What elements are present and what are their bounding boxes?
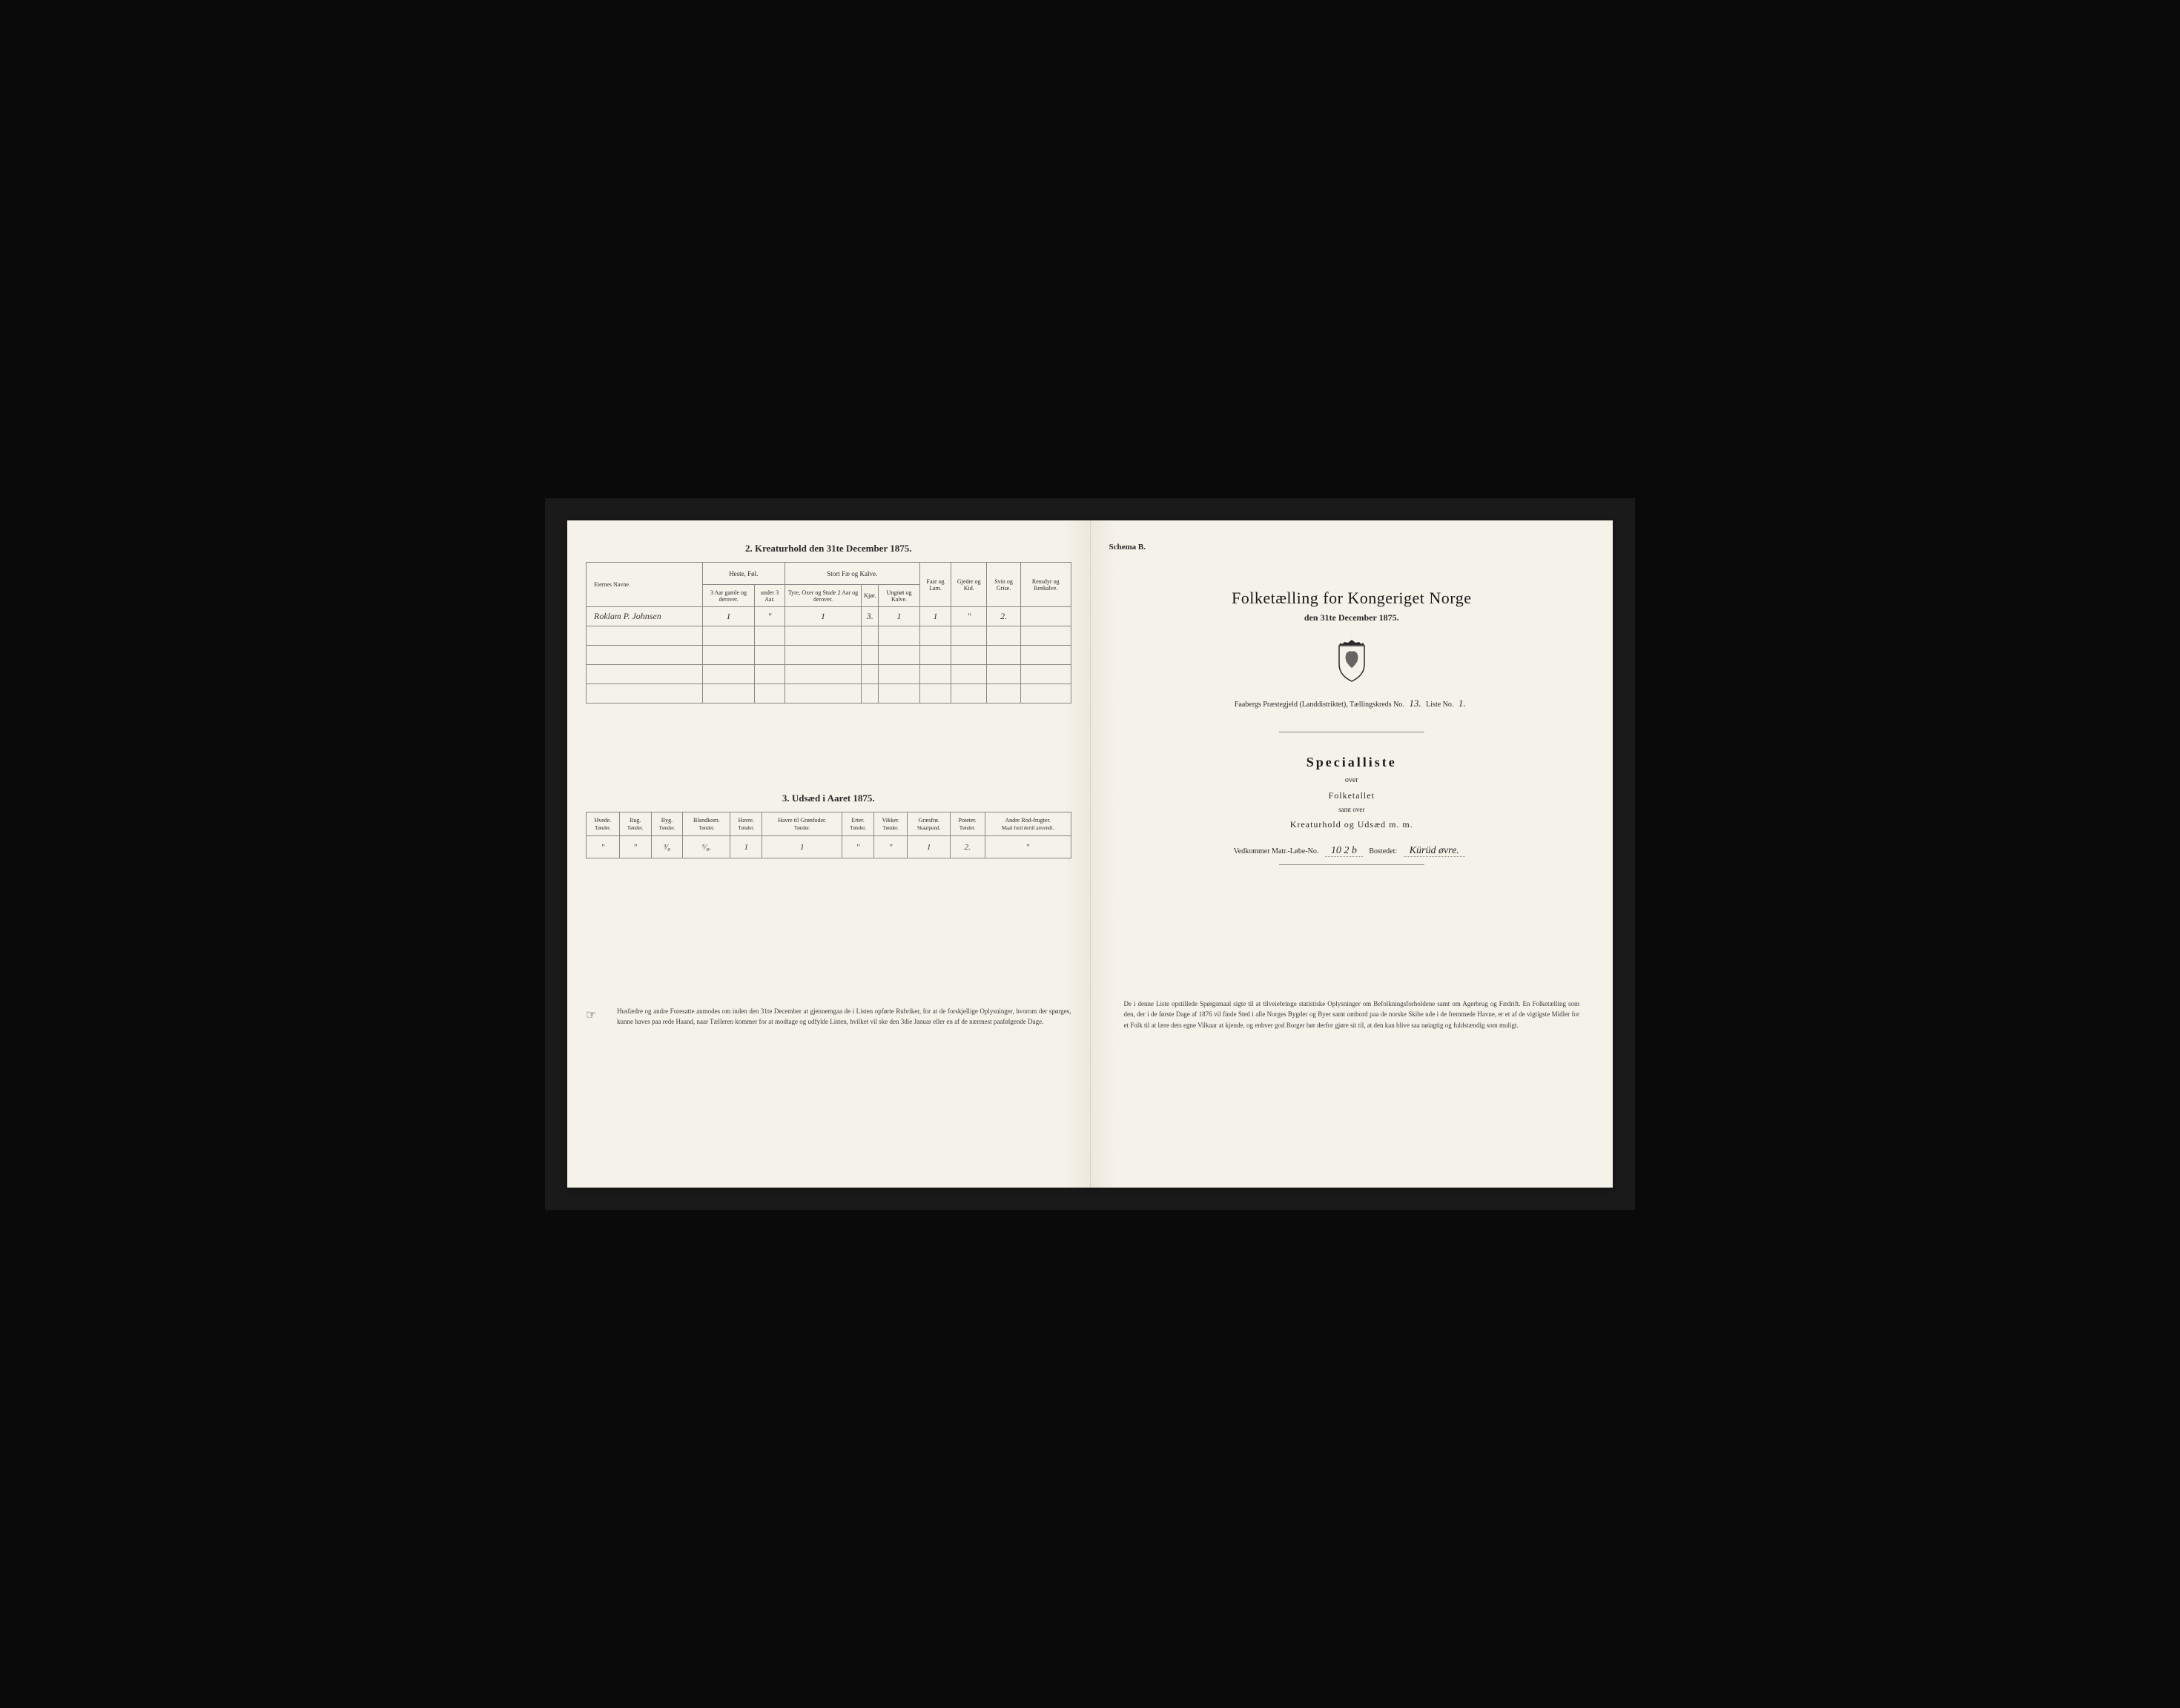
cell-svin: 2. xyxy=(987,607,1021,626)
cell-havre: 1 xyxy=(730,836,762,858)
th-vikker: Vikker.Tønder. xyxy=(874,812,908,836)
udsaed-row-1: " " ³⁄₈ ⁵⁄₈. 1 1 " " 1 2. " xyxy=(587,836,1071,858)
cell-fae-c: 1 xyxy=(879,607,919,626)
district-line: Faabergs Præstegjeld (Landdistriktet), T… xyxy=(1109,698,1595,709)
cell-heste-a: 1 xyxy=(702,607,754,626)
coat-of-arms-icon xyxy=(1109,638,1595,683)
vedkommer-val1: 10 2 b xyxy=(1325,845,1363,857)
th-faar: Faar og Lam. xyxy=(919,563,951,607)
left-footnote: ☞ Husfædre og andre Foresatte anmodes om… xyxy=(586,1007,1071,1027)
liste-no: 1. xyxy=(1459,698,1466,709)
right-footnote: De i denne Liste opstillede Spørgsmaal s… xyxy=(1109,999,1595,1030)
th-gjeder: Gjeder og Kid. xyxy=(951,563,987,607)
cell-havre-gron: 1 xyxy=(762,836,842,858)
cell-fae-a: 1 xyxy=(785,607,861,626)
document-spread: 2. Kreaturhold den 31te December 1875. E… xyxy=(567,520,1613,1188)
kreatur-table: Eiernes Navne. Heste, Føl. Stort Fæ og K… xyxy=(586,562,1071,704)
th-havre: Havre.Tønder. xyxy=(730,812,762,836)
th-poteter: Poteter.Tønder. xyxy=(950,812,985,836)
th-heste-group: Heste, Føl. xyxy=(702,563,785,585)
cell-fae-b: 3. xyxy=(862,607,879,626)
udsaed-table: Hvede.Tønder. Rug.Tønder. Byg.Tønder. Bl… xyxy=(586,812,1071,858)
th-hvede: Hvede.Tønder. xyxy=(587,812,620,836)
main-title: Folketælling for Kongeriget Norge xyxy=(1109,589,1595,608)
cell-hvede: " xyxy=(587,836,620,858)
th-heste-b: under 3 Aar. xyxy=(755,585,785,607)
th-byg: Byg.Tønder. xyxy=(651,812,683,836)
cell-vikker: " xyxy=(874,836,908,858)
kreatur-empty-row xyxy=(587,646,1071,665)
th-blandkorn: Blandkorn.Tønder. xyxy=(683,812,730,836)
th-fae-group: Stort Fæ og Kalve. xyxy=(785,563,919,585)
th-eier: Eiernes Navne. xyxy=(587,563,703,607)
th-svin: Svin og Grise. xyxy=(987,563,1021,607)
cell-blandkorn: ⁵⁄₈. xyxy=(683,836,730,858)
th-havre-gron: Havre til Grønfoder.Tønder. xyxy=(762,812,842,836)
th-fae-a: Tyre, Oxer og Stude 2 Aar og derover. xyxy=(785,585,861,607)
main-subtitle: den 31te December 1875. xyxy=(1109,612,1595,623)
section3-title: 3. Udsæd i Aaret 1875. xyxy=(586,792,1071,804)
kreatur-empty-row xyxy=(587,665,1071,684)
vedkommer-label2: Bostedet: xyxy=(1369,847,1397,855)
page-left: 2. Kreaturhold den 31te December 1875. E… xyxy=(567,520,1091,1188)
cell-gjeder: " xyxy=(951,607,987,626)
liste-label: Liste No. xyxy=(1426,701,1453,709)
kreatur-empty-row xyxy=(587,626,1071,646)
special-samt: samt over xyxy=(1109,806,1595,813)
cell-rug: " xyxy=(619,836,651,858)
divider xyxy=(1279,864,1424,865)
th-andre: Andre Rod-frugter.Maal Jord dertil anven… xyxy=(985,812,1071,836)
cell-rensdyr xyxy=(1020,607,1071,626)
special-folketallet: Folketallet xyxy=(1109,790,1595,801)
th-graesfro: Græsfrø.Skaalpund. xyxy=(908,812,950,836)
th-rensdyr: Rensdyr og Renkalve. xyxy=(1020,563,1071,607)
th-heste-a: 3 Aar gamle og derover. xyxy=(702,585,754,607)
cell-graesfro: 1 xyxy=(908,836,950,858)
th-fae-c: Ungnøt og Kalve. xyxy=(879,585,919,607)
kreatur-row-1: Roklam P. Johnsen 1 " 1 3. 1 1 " 2. xyxy=(587,607,1071,626)
kreatur-empty-row xyxy=(587,684,1071,704)
vedkommer-label1: Vedkommer Matr.-Løbe-No. xyxy=(1234,847,1319,855)
cell-andre: " xyxy=(985,836,1071,858)
scan-frame: 2. Kreaturhold den 31te December 1875. E… xyxy=(545,498,1635,1210)
section2-title: 2. Kreaturhold den 31te December 1875. xyxy=(586,543,1071,555)
th-fae-b: Kjør. xyxy=(862,585,879,607)
th-rug: Rug.Tønder. xyxy=(619,812,651,836)
page-right: Schema B. Folketælling for Kongeriget No… xyxy=(1091,520,1613,1188)
th-erter: Erter.Tønder. xyxy=(842,812,874,836)
kreds-no: 13. xyxy=(1409,698,1421,709)
special-over: over xyxy=(1109,776,1595,784)
special-title: Specialliste xyxy=(1109,755,1595,770)
vedkommer-line: Vedkommer Matr.-Løbe-No. 10 2 b Bostedet… xyxy=(1109,845,1595,857)
special-kreatur: Kreaturhold og Udsæd m. m. xyxy=(1109,819,1595,830)
schema-label: Schema B. xyxy=(1109,543,1595,552)
vedkommer-val2: Kürüd øvre. xyxy=(1404,845,1465,857)
pointing-hand-icon: ☞ xyxy=(586,1007,608,1027)
footnote-text: Husfædre og andre Foresatte anmodes om i… xyxy=(617,1007,1071,1027)
cell-byg: ³⁄₈ xyxy=(651,836,683,858)
cell-erter: " xyxy=(842,836,874,858)
cell-eier: Roklam P. Johnsen xyxy=(587,607,703,626)
cell-heste-b: " xyxy=(755,607,785,626)
cell-poteter: 2. xyxy=(950,836,985,858)
cell-faar: 1 xyxy=(919,607,951,626)
district-prefix: Faabergs Præstegjeld (Landdistriktet), T… xyxy=(1235,701,1404,709)
